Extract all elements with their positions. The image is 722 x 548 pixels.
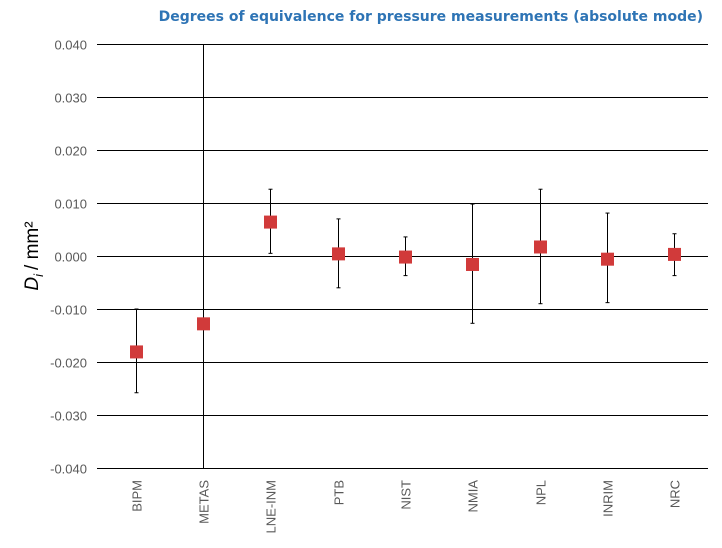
x-tick-label: LNE-INM xyxy=(264,480,279,533)
x-tick-label: NMIA xyxy=(466,480,481,513)
data-point-metas xyxy=(197,317,210,331)
y-axis-label-subscript: i xyxy=(31,273,46,277)
data-point-nrc xyxy=(668,247,681,261)
data-point-nist xyxy=(399,250,412,264)
x-tick-label: NPL xyxy=(534,480,549,505)
x-tick-label: NRC xyxy=(668,480,683,508)
y-tick-label: -0.010 xyxy=(50,303,87,318)
data-point-lne-inm xyxy=(264,215,277,229)
x-tick-label: INRIM xyxy=(601,480,616,517)
error-bars xyxy=(134,44,677,468)
data-point-npl xyxy=(534,240,547,254)
data-point-inrim xyxy=(601,252,614,266)
y-tick-label: 0.040 xyxy=(54,38,87,53)
y-tick-label: 0.030 xyxy=(54,91,87,106)
y-tick-label: -0.030 xyxy=(50,409,87,424)
y-tick-label: -0.040 xyxy=(50,462,87,477)
y-tick-label: 0.010 xyxy=(54,197,87,212)
y-tick-label: 0.020 xyxy=(54,144,87,159)
data-point-nmia xyxy=(466,257,479,271)
y-tick-labels: 0.040 0.030 0.020 0.010 0.000 -0.010 -0.020 -0.… xyxy=(50,38,87,477)
y-axis-label-unit: / mm² xyxy=(22,221,43,270)
x-tick-labels: BIPM METAS LNE-INM PTB NIST NMIA NPL INRIM NRC xyxy=(130,480,683,534)
chart-title: Degrees of equivalence for pressure meas… xyxy=(159,9,703,25)
y-axis-label-symbol: D xyxy=(22,277,43,291)
y-tick-label: -0.020 xyxy=(50,356,87,371)
x-tick-label: NIST xyxy=(399,480,414,510)
data-point-ptb xyxy=(332,247,345,261)
x-tick-label: METAS xyxy=(197,480,212,524)
y-axis-label: Di / mm² xyxy=(22,221,46,290)
data-point-bipm xyxy=(130,345,143,359)
x-tick-label: BIPM xyxy=(130,480,145,512)
x-tick-label: PTB xyxy=(332,480,347,505)
y-tick-label: 0.000 xyxy=(54,250,87,265)
data-points xyxy=(130,215,681,359)
